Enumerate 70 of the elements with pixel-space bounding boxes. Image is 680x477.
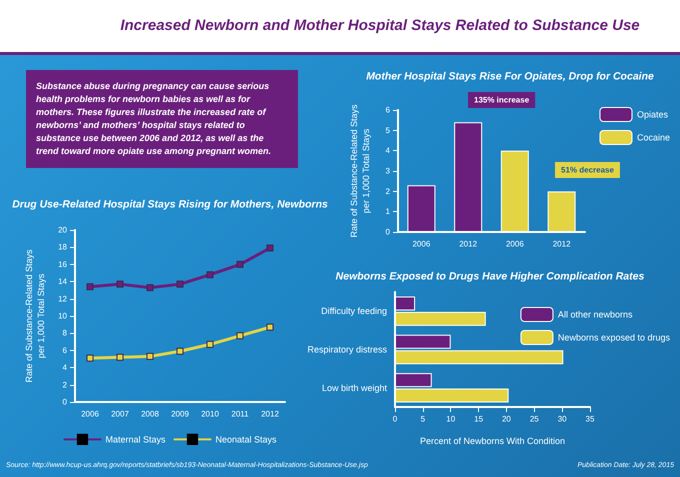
point	[176, 280, 184, 288]
y-tick-label: 2	[386, 186, 391, 196]
y-tick-label: 6	[386, 106, 391, 114]
legend-label: Neonatal Stays	[215, 434, 278, 444]
annotation: 51% decrease	[561, 166, 614, 174]
y-tick-label: Respiratory distress	[307, 344, 388, 354]
x-tick-label: 2012	[261, 410, 280, 418]
point	[266, 324, 274, 331]
point	[236, 332, 244, 340]
x-tick-label: 15	[474, 414, 484, 424]
legend-label: All other newborns	[558, 310, 633, 320]
text: Substance abuse during pregnancy can cause serious health problems for newborn babies as well as for mothers. These figures illustrate the increased rate of newborns’ and mothers’ hospital stays related to substance use between 2006 and 2012, as well as the trend toward more opiate use among pregnant women.	[26, 70, 298, 168]
y-tick-label: 8	[62, 328, 68, 338]
y-tick-label: 0	[386, 228, 391, 236]
chart-title: Mother Hospital Stays Rise For Opiates, Drop for Cocaine	[366, 70, 654, 82]
point	[86, 283, 94, 290]
y-tick-label: 14	[58, 277, 68, 286]
y-tick-label: 16	[58, 260, 68, 269]
x-tick-label: 20	[502, 414, 512, 424]
x-tick-label: 10	[446, 414, 456, 424]
point	[116, 354, 124, 361]
point	[236, 260, 244, 268]
chart-title: Newborns Exposed to Drugs Have Higher Complication Rates	[336, 270, 644, 282]
x-tick-label: 30	[558, 414, 568, 424]
x-tick-label: 2012	[459, 240, 478, 248]
point	[86, 354, 94, 362]
x-tick-label: 25	[530, 414, 540, 424]
x-tick-label: 0	[392, 414, 398, 424]
y-tick-label: 5	[386, 126, 391, 135]
legend-label: Opiates	[636, 110, 668, 120]
y-tick-label: 4	[386, 146, 391, 156]
y-axis-title: Rate of Substance-Related Stays per 1,000 Total Stays	[349, 104, 371, 238]
y-tick-label: Difficulty feeding	[321, 306, 387, 316]
x-tick-label: 2006	[506, 240, 524, 248]
x-tick-label: 5	[420, 414, 426, 424]
y-tick-label: 12	[58, 294, 68, 304]
y-tick-label: 1	[386, 207, 391, 216]
text: Increased Newborn and Mother Hospital Stays Related to Substance Use	[119, 17, 641, 34]
y-tick-label: 2	[62, 380, 68, 390]
y-tick-label: 18	[58, 242, 68, 252]
point	[116, 280, 124, 288]
chart-title: Drug Use-Related Hospital Stays Rising for Mothers, Newborns	[12, 198, 328, 210]
point	[146, 284, 154, 292]
point	[206, 271, 214, 278]
y-tick-label: 20	[58, 226, 68, 234]
y-tick-label: 3	[386, 166, 391, 176]
x-tick-label: 2007	[111, 410, 130, 418]
y-axis-title: Rate of Substance-Related Stays per 1,000 Total Stays	[24, 248, 46, 383]
point	[176, 348, 184, 355]
y-tick-label: 0	[62, 398, 68, 406]
x-tick-label: 2006	[81, 410, 100, 418]
x-tick-label: 2012	[552, 240, 572, 248]
point	[206, 340, 214, 348]
point	[266, 244, 274, 252]
x-tick-label: 2011	[231, 410, 250, 418]
y-tick-label: 4	[62, 363, 68, 372]
y-tick-label: Low birth weight	[322, 382, 388, 393]
legend-label: Newborns exposed to drugs	[558, 332, 670, 342]
y-tick-label: 6	[62, 346, 68, 355]
text: 135% increase	[474, 96, 530, 104]
x-tick-label: 35	[586, 414, 595, 424]
y-tick-label: 10	[58, 312, 68, 320]
x-tick-label: 2006	[412, 240, 431, 248]
x-tick-label: 2010	[201, 410, 220, 418]
legend-label: Maternal Stays	[105, 434, 166, 444]
x-axis-title: Percent of Newborns With Condition	[420, 436, 566, 446]
legend-label: Cocaine	[636, 132, 670, 142]
point	[146, 352, 154, 360]
x-tick-label: 2008	[141, 410, 160, 418]
x-tick-label: 2009	[171, 410, 190, 418]
